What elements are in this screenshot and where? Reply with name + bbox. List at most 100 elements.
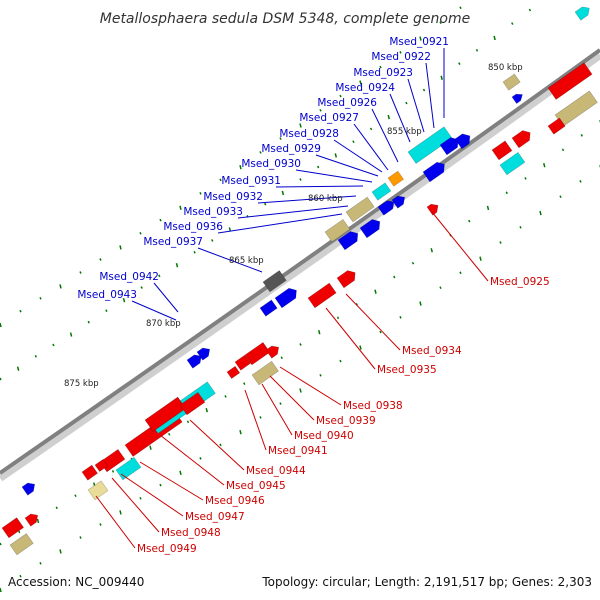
leader-line <box>353 123 389 171</box>
gene-feature <box>262 270 287 293</box>
gc-dot <box>259 151 262 154</box>
leader-line <box>431 211 489 282</box>
gc-dot <box>19 574 22 578</box>
gene-feature <box>547 117 566 135</box>
gene-feature-body <box>94 458 109 472</box>
gene-feature <box>251 360 279 386</box>
gene-feature <box>186 354 202 369</box>
gene-feature-body <box>359 219 381 239</box>
gene-feature-body <box>274 287 297 309</box>
gene-feature <box>265 345 280 359</box>
gc-dot <box>319 373 322 377</box>
gc-dot <box>316 165 320 169</box>
gene-feature <box>24 513 39 527</box>
gene-feature <box>21 482 36 496</box>
gc-dot <box>543 162 546 168</box>
gene-feature-body <box>422 161 445 183</box>
gene-feature-body <box>186 354 202 369</box>
gene-feature-body <box>234 354 251 371</box>
gc-dot <box>387 114 390 120</box>
gene-feature <box>179 391 206 416</box>
leader-line <box>131 300 177 321</box>
gc-dot <box>379 330 382 334</box>
gene-feature-body <box>387 170 404 187</box>
gene-feature <box>345 196 375 223</box>
gc-dot <box>219 443 222 447</box>
gc-dot <box>19 309 22 313</box>
gc-dot <box>439 286 442 290</box>
gc-dot <box>219 178 222 182</box>
gene-label: Msed_0923 <box>353 67 413 79</box>
gene-feature <box>439 137 459 156</box>
gc-dot <box>299 178 302 181</box>
gene-feature <box>259 299 278 317</box>
gc-dot <box>379 65 382 69</box>
gene-feature-body <box>307 282 337 309</box>
gc-dot <box>149 445 152 450</box>
gene-label: Msed_0921 <box>389 36 449 48</box>
gene-feature <box>547 62 593 100</box>
gene-feature <box>574 6 590 21</box>
gene-feature-body <box>547 62 593 100</box>
gene-label: Msed_0926 <box>317 97 377 109</box>
gene-feature-body <box>251 360 279 386</box>
gene-feature <box>1 517 25 539</box>
tick-label: 875 kbp <box>64 379 99 389</box>
gc-dot <box>339 94 342 98</box>
gene-label: Msed_0946 <box>205 495 265 507</box>
label-leader-lines <box>95 48 489 549</box>
gc-dot <box>159 483 162 487</box>
gc-dot <box>493 35 496 41</box>
gc-dot <box>105 309 108 313</box>
gc-dot <box>458 62 461 65</box>
leader-line <box>345 293 401 351</box>
gc-dot <box>224 395 227 398</box>
gc-dot <box>205 407 208 413</box>
gc-dot <box>193 251 196 254</box>
gc-dot <box>580 134 583 137</box>
gc-dot <box>359 80 362 85</box>
gc-dot <box>52 343 55 347</box>
gene-feature-body <box>439 137 459 156</box>
gene-feature-body <box>265 345 280 359</box>
gc-dot <box>55 506 58 510</box>
gc-dot <box>119 510 122 515</box>
gc-dot <box>0 322 2 328</box>
leader-line <box>159 434 225 486</box>
gene-feature-body <box>454 133 471 150</box>
leader-line <box>197 247 263 273</box>
gc-dot <box>16 366 20 371</box>
gc-dot <box>111 470 115 473</box>
gene-feature-body <box>499 151 526 176</box>
gc-dot <box>0 587 2 593</box>
gc-dot <box>440 75 443 81</box>
backbone-shadow <box>0 51 600 482</box>
gc-dot <box>359 345 362 350</box>
gene-feature <box>377 200 395 216</box>
gc-dot <box>336 316 340 320</box>
leader-line <box>425 62 435 129</box>
gene-label: Msed_0941 <box>268 445 328 457</box>
gc-dot <box>399 51 402 54</box>
gc-dot <box>475 48 479 52</box>
accession-text: Accession: NC_009440 <box>8 575 144 589</box>
gene-feature-body <box>259 299 278 317</box>
tick-label: 865 kbp <box>229 256 264 266</box>
gc-dot <box>179 205 182 210</box>
gc-dot <box>486 205 490 211</box>
gc-dot <box>168 432 171 436</box>
gc-dot <box>299 388 302 393</box>
gene-label: Msed_0934 <box>402 345 462 357</box>
leader-line <box>244 389 267 451</box>
gene-feature-body <box>371 182 392 201</box>
gc-dot <box>264 202 267 206</box>
leader-line <box>217 213 343 234</box>
gene-feature-body <box>337 231 359 251</box>
leader-line <box>257 195 357 204</box>
leader-line <box>295 169 373 183</box>
gene-label: Msed_0948 <box>161 527 221 539</box>
gc-dot <box>87 320 90 324</box>
leader-line <box>407 78 425 133</box>
gene-label: Msed_0945 <box>226 480 286 492</box>
